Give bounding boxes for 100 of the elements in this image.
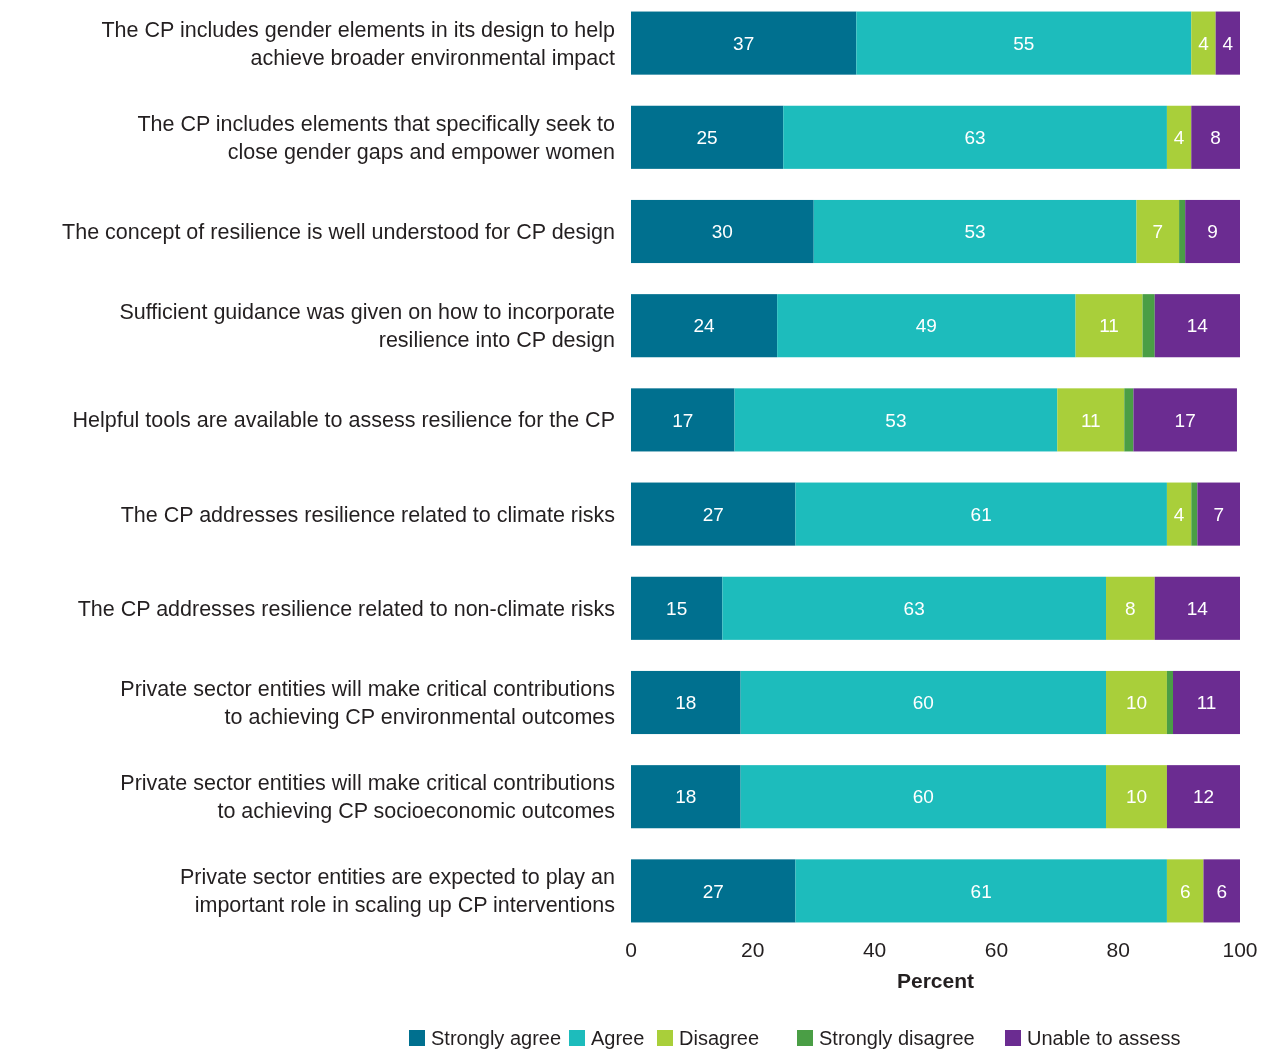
bar [1179,199,1186,264]
bar [1173,670,1240,735]
bar [1124,388,1134,452]
legend-label: Strongly agree [431,1027,562,1049]
data-label: 6 [1179,880,1191,902]
x-tick-label: 80 [1106,938,1130,961]
x-axis-title: Percent [896,969,975,992]
data-label: 37 [733,32,755,54]
bar [1191,11,1216,75]
bar [1166,765,1240,829]
bar [1203,859,1240,923]
bar [1057,388,1125,452]
bar [1133,388,1237,452]
bar [1191,482,1198,546]
data-label: 8 [1125,597,1136,619]
data-label: 30 [711,221,733,243]
data-label: 60 [912,692,934,714]
data-label: 17 [1174,409,1196,431]
bar [1136,199,1180,264]
data-label: 18 [675,786,697,808]
bar [631,765,741,829]
bar [1142,294,1155,358]
bar [856,11,1192,75]
bar [1154,294,1240,358]
bar [631,670,741,735]
bar [740,765,1107,829]
data-label: 6 [1216,880,1228,902]
bar [631,11,857,75]
bar [1185,199,1240,264]
y-tick-label: Private sector entities will make critical contributions to achieving CP environmental outcomes [120,677,615,730]
data-label: 17 [672,409,694,431]
data-label: 25 [696,126,718,148]
bar [1166,670,1174,735]
data-label: 61 [970,503,992,525]
y-tick-label: Private sector entities will make critical contributions to achieving CP socioeconomic outcomes [120,771,615,824]
data-label: 11 [1196,692,1217,714]
data-label: 7 [1152,221,1164,243]
data-label: 53 [885,409,907,431]
data-label: 18 [675,692,697,714]
data-label: 11 [1099,315,1119,337]
data-label: 4 [1173,503,1185,525]
data-label: 15 [666,597,688,619]
bar [783,105,1167,169]
bar [1106,576,1155,640]
bar [631,294,778,358]
data-label: 9 [1207,221,1218,243]
data-label: 49 [915,315,937,337]
bar [1075,294,1143,358]
bar [813,199,1137,264]
bar [631,199,814,264]
data-label: 10 [1125,692,1148,714]
data-label: 4 [1198,32,1210,54]
data-label: 63 [964,126,986,148]
bar [734,388,1058,452]
bar [1197,482,1240,546]
data-label: 10 [1125,786,1148,808]
data-label: 11 [1080,409,1101,431]
data-label: 27 [702,880,724,902]
bar [1106,765,1167,829]
data-label: 27 [702,503,724,525]
bar [740,670,1107,735]
data-label: 8 [1210,126,1221,148]
data-label: 7 [1213,503,1224,525]
bar [631,482,796,546]
data-label: 4 [1173,126,1185,148]
bar [1166,859,1204,923]
x-tick-label: 0 [625,938,637,961]
bar [631,859,796,923]
bar [795,859,1167,923]
bar [1191,105,1240,169]
x-tick-label: 60 [984,938,1009,961]
y-tick-label: Private sector entities are expected to play an important role in scaling up CP interventions [179,865,615,918]
bar [795,482,1167,546]
x-tick-label: 20 [741,938,765,961]
legend-label: Strongly disagree [819,1027,975,1049]
y-tick-label: The CP includes gender elements in its design to help achieve broader environmental impact [101,17,616,70]
data-label: 60 [912,786,934,808]
y-tick-label: The CP includes elements that specifically seek to close gender gaps and empower women [137,111,616,164]
bar [1154,576,1240,640]
data-label: 12 [1192,786,1215,808]
bar [777,294,1076,358]
bar [1215,11,1240,75]
y-tick-label: Sufficient guidance was given on how to incorporate resilience into CP design [119,300,615,353]
x-tick-label: 40 [862,938,887,961]
bar [631,388,735,452]
y-tick-label: Helpful tools are available to assess resilience for the CP [72,408,615,433]
y-tick-label: The concept of resilience is well understood for CP design [62,220,615,245]
x-tick-label: 100 [1222,938,1258,961]
data-label: 4 [1222,32,1234,54]
data-label: 14 [1186,597,1209,619]
bar [1166,482,1192,546]
data-label: 53 [964,221,986,243]
bar [631,105,784,169]
data-label: 61 [970,880,992,902]
data-label: 14 [1186,315,1209,337]
legend-label: Disagree [679,1027,760,1049]
y-tick-label: The CP addresses resilience related to non-climate risks [77,596,615,621]
data-label: 63 [903,597,925,619]
legend-label: Unable to assess [1027,1027,1181,1049]
bar [722,576,1107,640]
